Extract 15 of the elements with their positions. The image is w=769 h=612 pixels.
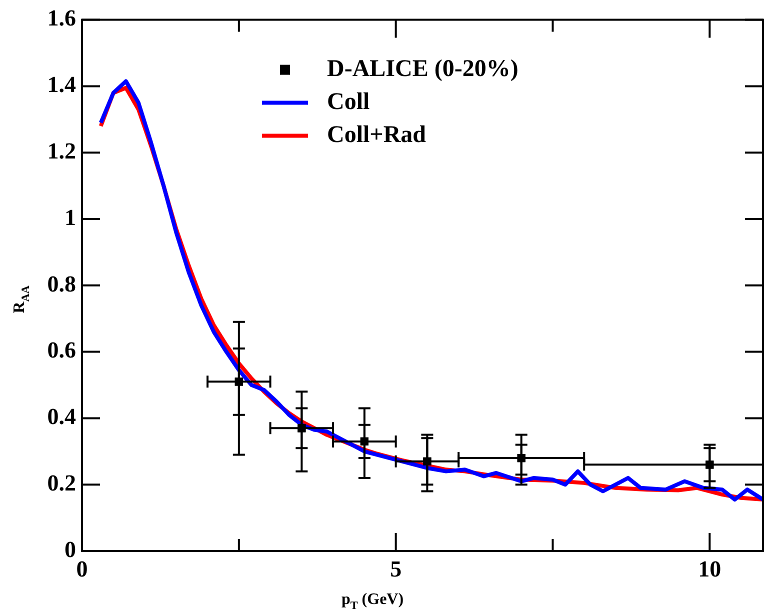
y-tick-label: 0.2: [47, 470, 76, 496]
y-tick-label: 1: [64, 204, 76, 230]
y-tick-label: 1.4: [47, 72, 76, 98]
legend-label: D-ALICE (0-20%): [327, 56, 518, 82]
legend-label: Coll+Rad: [327, 122, 427, 148]
y-tick-label: 0.6: [47, 338, 76, 363]
legend-label: Coll: [327, 89, 370, 116]
y-tick-label: 0.4: [47, 404, 76, 430]
y-axis-title: RAA: [11, 286, 32, 314]
y-tick-label: 0: [64, 536, 76, 562]
y-tick-label: 1.2: [47, 138, 76, 164]
x-tick-label: 10: [698, 556, 722, 582]
y-tick-label: 0.8: [47, 271, 76, 296]
x-tick-label: 5: [390, 556, 402, 582]
y-tick-label: 1.6: [47, 6, 76, 31]
